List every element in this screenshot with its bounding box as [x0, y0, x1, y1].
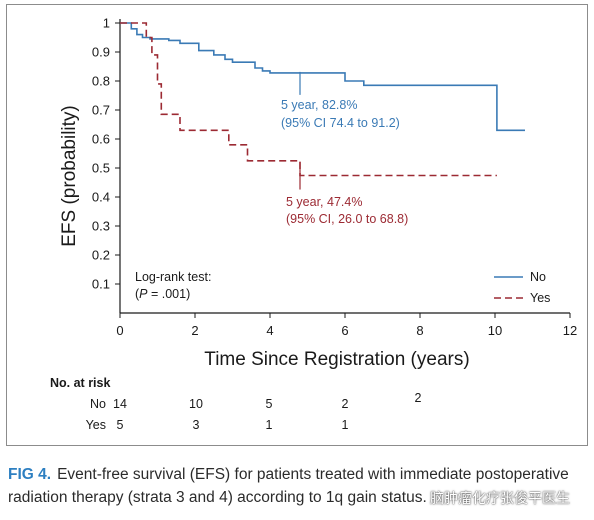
- risk-table: No 14 10 5 2 2 Yes 5 3 1 1: [86, 391, 422, 432]
- y-ticks: 0.1 0.2 0.3 0.4 0.5 0.6 0.7 0.8 0.9 1: [92, 16, 120, 292]
- risk-count: 2: [415, 391, 422, 405]
- legend: No Yes: [494, 270, 550, 305]
- km-chart: 0.10.20.30.40.50.60.70.80.91 0 2 4 6 8 10 12 E…: [50, 16, 577, 433]
- y-tick-label: 0.5: [92, 161, 110, 176]
- logrank-p: P: [139, 287, 148, 301]
- figure-panel: 0.1 0.2 0.3 0.4 0.5 0.6 0.7 0.8 0.9 1 0 2 4 6 8 10 12 E…: [6, 4, 588, 446]
- x-axis-label: Time Since Registration (years): [204, 349, 469, 370]
- axes: [119, 19, 570, 314]
- x-tick-label: 8: [416, 323, 423, 338]
- risk-count: 14: [113, 397, 127, 411]
- annotation-yes-line1: 5 year, 47.4%: [286, 195, 362, 209]
- risk-count: 5: [117, 418, 124, 432]
- curves: [120, 22, 525, 177]
- figure-label: FIG 4.: [8, 466, 52, 483]
- curve-yes: [120, 22, 497, 177]
- y-tick-label: 0.3: [92, 219, 110, 234]
- risk-row-label: Yes: [86, 418, 106, 432]
- y-tick-label: 0.4: [92, 190, 110, 205]
- x-tick-label: 10: [488, 323, 502, 338]
- y-tick-label: 0.7: [92, 103, 110, 118]
- x-ticks: 0 2 4 6 8 10 12: [116, 313, 577, 338]
- y-tick-label: 0.1: [92, 277, 110, 292]
- y-axis-label: EFS (probability): [59, 105, 80, 247]
- watermark: 脑肿瘤化疗张俊平医生: [430, 490, 570, 506]
- risk-row-label: No: [90, 397, 106, 411]
- risk-count: 1: [266, 418, 273, 432]
- y-tick-label: 1: [103, 16, 110, 31]
- x-tick-label: 12: [563, 323, 577, 338]
- annotation-no-line1: 5 year, 82.8%: [281, 98, 357, 112]
- y-tick-label: 0.9: [92, 45, 110, 60]
- logrank-pvalue: (P = .001): [135, 287, 190, 301]
- logrank-open: (: [135, 287, 140, 301]
- x-tick-label: 0: [116, 323, 123, 338]
- risk-count: 2: [342, 397, 349, 411]
- x-tick-label: 2: [191, 323, 198, 338]
- logrank-label: Log-rank test:: [135, 270, 211, 284]
- risk-count: 10: [189, 397, 203, 411]
- caption-text: Event-free survival (EFS) for patients t…: [8, 466, 569, 506]
- x-tick-label: 4: [266, 323, 273, 338]
- annotation-yes-line2: (95% CI, 26.0 to 68.8): [286, 212, 408, 226]
- curve-no: [120, 22, 525, 132]
- risk-count: 3: [193, 418, 200, 432]
- legend-yes-label: Yes: [530, 291, 550, 305]
- y-tick-label: 0.8: [92, 74, 110, 89]
- annotation-no-line2: (95% CI 74.4 to 91.2): [281, 116, 400, 130]
- figure-caption: FIG 4. Event-free survival (EFS) for pati…: [8, 463, 588, 509]
- logrank-rest: = .001): [148, 287, 191, 301]
- x-tick-label: 6: [341, 323, 348, 338]
- y-tick-label: 0.6: [92, 132, 110, 147]
- risk-count: 1: [342, 418, 349, 432]
- legend-no-label: No: [530, 270, 546, 284]
- risk-count: 5: [266, 397, 273, 411]
- y-tick-label: 0.2: [92, 248, 110, 263]
- risk-table-title: No. at risk: [50, 376, 110, 390]
